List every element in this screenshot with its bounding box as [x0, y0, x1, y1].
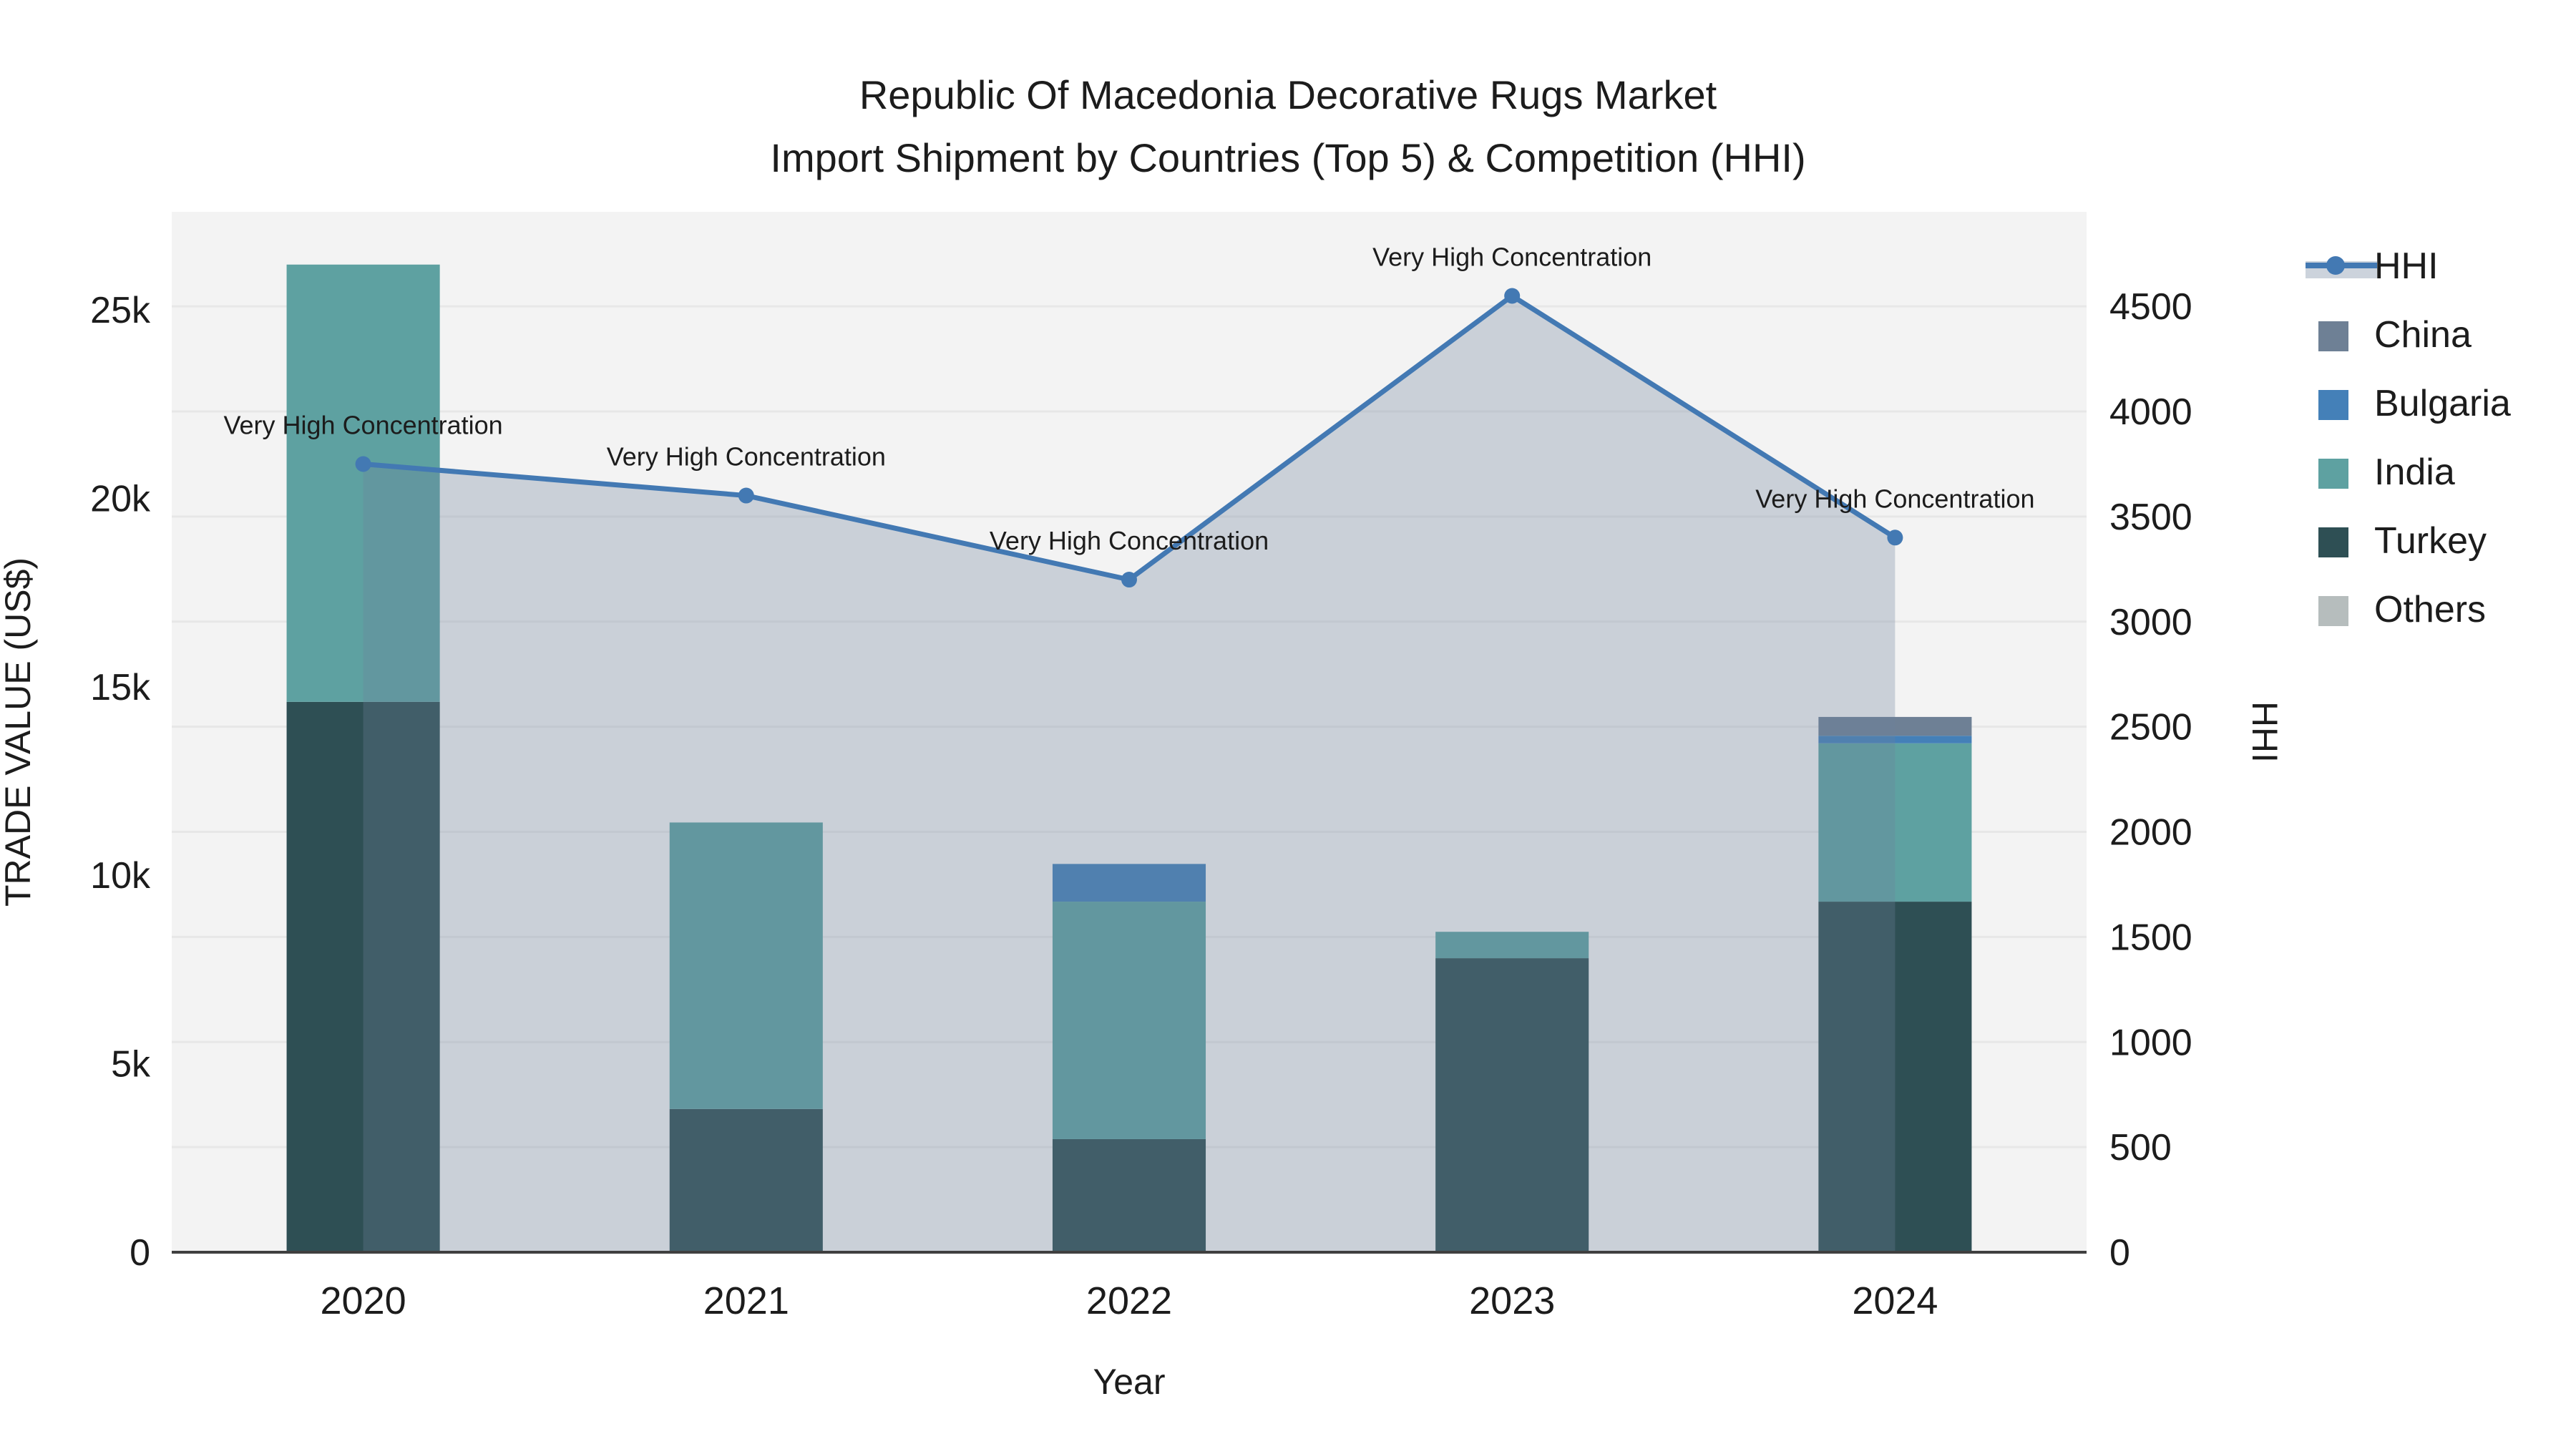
- hhi-point-2022[interactable]: [1121, 572, 1137, 588]
- y-axis-right-title: HHI: [2245, 701, 2285, 763]
- y-left-tick-0: 0: [130, 1232, 150, 1274]
- y-right-tick-500: 500: [2109, 1127, 2172, 1169]
- y-left-tick-5k: 5k: [111, 1044, 151, 1085]
- bar-india-2020[interactable]: [286, 264, 440, 702]
- bar-bulgaria-2022[interactable]: [1052, 864, 1206, 902]
- legend-swatch-india: [2318, 459, 2348, 489]
- y-right-tick-3500: 3500: [2109, 497, 2192, 538]
- y-right-tick-4000: 4000: [2109, 391, 2192, 433]
- legend-label-hhi: HHI: [2374, 245, 2439, 287]
- bar-india-2024[interactable]: [1818, 743, 1972, 902]
- legend-swatch-bulgaria: [2318, 390, 2348, 420]
- annotation-2022: Very High Concentration: [990, 526, 1269, 555]
- x-tick-2020: 2020: [321, 1279, 406, 1322]
- y-right-tick-0: 0: [2109, 1232, 2130, 1274]
- legend-item-others[interactable]: Others: [2318, 589, 2486, 630]
- bar-china-2024[interactable]: [1818, 716, 1972, 736]
- y-right-tick-2500: 2500: [2109, 707, 2192, 748]
- bar-turkey-2022[interactable]: [1052, 1138, 1206, 1252]
- y-right-tick-4500: 4500: [2109, 286, 2192, 328]
- annotation-2023: Very High Concentration: [1372, 242, 1652, 271]
- legend-item-india[interactable]: India: [2318, 452, 2455, 493]
- x-tick-2021: 2021: [703, 1279, 789, 1322]
- legend-swatch-china: [2318, 321, 2348, 351]
- legend-item-bulgaria[interactable]: Bulgaria: [2318, 383, 2511, 424]
- annotation-2024: Very High Concentration: [1755, 484, 2034, 513]
- legend-label-china: China: [2374, 314, 2472, 356]
- legend-hhi-marker: [2326, 256, 2345, 275]
- y-left-tick-10k: 10k: [90, 855, 151, 897]
- x-axis-title: Year: [1093, 1362, 1165, 1402]
- x-tick-2024: 2024: [1852, 1279, 1938, 1322]
- y-right-tick-1000: 1000: [2109, 1022, 2192, 1063]
- hhi-point-2021[interactable]: [738, 487, 754, 504]
- legend-item-china[interactable]: China: [2318, 314, 2472, 356]
- y-axis-left-title: TRADE VALUE (US$): [0, 557, 38, 907]
- annotation-2021: Very High Concentration: [607, 442, 886, 472]
- chart-title-line2: Import Shipment by Countries (Top 5) & C…: [770, 135, 1805, 180]
- y-left-tick-15k: 15k: [90, 667, 151, 708]
- bar-india-2022[interactable]: [1052, 902, 1206, 1139]
- hhi-point-2024[interactable]: [1887, 530, 1903, 546]
- hhi-point-2023[interactable]: [1504, 288, 1521, 304]
- legend-item-hhi[interactable]: HHI: [2306, 245, 2439, 287]
- legend-label-india: India: [2374, 452, 2455, 493]
- annotation-2020: Very High Concentration: [223, 410, 502, 439]
- bar-india-2023[interactable]: [1435, 932, 1589, 959]
- chart-title-line1: Republic Of Macedonia Decorative Rugs Ma…: [859, 72, 1717, 117]
- x-tick-2022: 2022: [1086, 1279, 1172, 1322]
- y-left-tick-25k: 25k: [90, 290, 151, 331]
- bar-turkey-2023[interactable]: [1435, 958, 1589, 1252]
- bar-turkey-2021[interactable]: [669, 1108, 823, 1252]
- x-tick-2023: 2023: [1469, 1279, 1555, 1322]
- legend-swatch-turkey: [2318, 527, 2348, 557]
- legend-item-turkey[interactable]: Turkey: [2318, 520, 2487, 562]
- y-left-tick-20k: 20k: [90, 478, 151, 519]
- bar-turkey-2024[interactable]: [1818, 902, 1972, 1252]
- legend-swatch-others: [2318, 596, 2348, 626]
- legend-label-turkey: Turkey: [2374, 520, 2487, 562]
- y-right-tick-3000: 3000: [2109, 602, 2192, 643]
- hhi-area-fill: [363, 296, 1896, 1252]
- y-right-tick-2000: 2000: [2109, 812, 2192, 854]
- bar-bulgaria-2024[interactable]: [1818, 736, 1972, 743]
- legend-label-bulgaria: Bulgaria: [2374, 383, 2511, 424]
- legend-label-others: Others: [2374, 589, 2486, 630]
- y-right-tick-1500: 1500: [2109, 917, 2192, 958]
- hhi-point-2020[interactable]: [355, 456, 371, 472]
- bar-turkey-2020[interactable]: [286, 701, 440, 1252]
- bar-india-2021[interactable]: [669, 822, 823, 1109]
